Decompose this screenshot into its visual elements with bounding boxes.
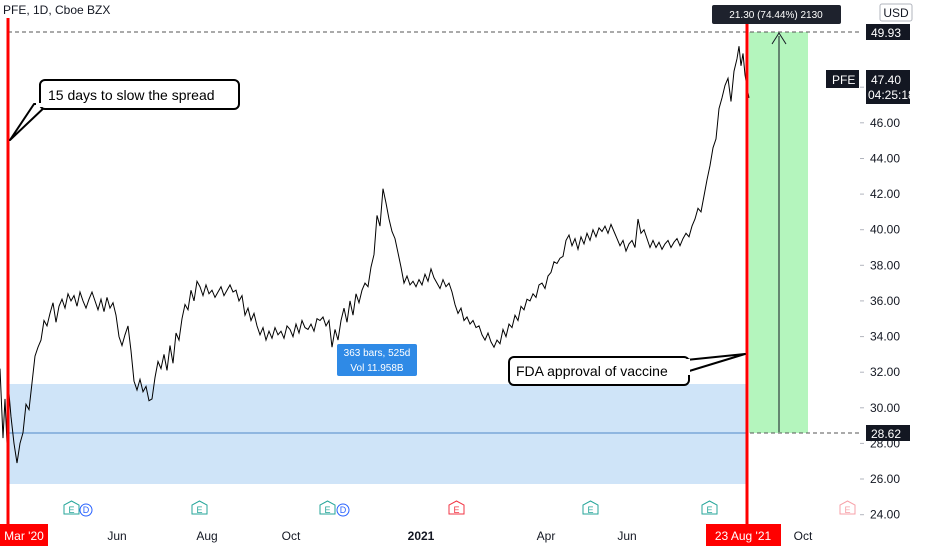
x-label-jun-2020: Jun bbox=[107, 529, 126, 543]
event-badge-shape bbox=[582, 500, 599, 515]
y-tick-label: 44.00 bbox=[870, 152, 900, 166]
event-badge-letter: E bbox=[706, 505, 712, 515]
change-tooltip-text: 21.30 (74.44%) 2130 bbox=[729, 10, 823, 21]
last-symbol-bg bbox=[826, 70, 859, 88]
event-badge-letter: E bbox=[587, 505, 593, 515]
event-badge-dividend[interactable]: D bbox=[79, 503, 93, 517]
event-badge-letter: E bbox=[844, 505, 850, 515]
callout-15-days[interactable]: 15 days to slow the spread bbox=[9, 79, 240, 141]
x-label-oct-2020: Oct bbox=[282, 529, 301, 543]
event-badge-earnings[interactable]: E bbox=[319, 500, 336, 515]
y-tick-label: 40.00 bbox=[870, 223, 900, 237]
currency-label: USD bbox=[883, 6, 909, 20]
high-price-tag-bg bbox=[866, 24, 910, 40]
y-tick-label: 30.00 bbox=[870, 401, 900, 415]
high-price-tag-text: 49.93 bbox=[871, 26, 901, 40]
symbol-header: PFE, 1D, Cboe BZX bbox=[3, 3, 110, 17]
x-label-2021: 2021 bbox=[408, 529, 435, 543]
callout-15-days-mask bbox=[36, 103, 52, 107]
x-label-start: Mar '20 bbox=[4, 529, 44, 543]
last-symbol-text: PFE bbox=[832, 73, 855, 87]
y-tick-label: 26.00 bbox=[870, 472, 900, 486]
callout-fda-mask bbox=[684, 359, 690, 375]
x-label-start-bg bbox=[0, 524, 48, 546]
event-badge-letter: D bbox=[340, 505, 347, 515]
last-price-tag: PFE 47.40 04:25:18 bbox=[826, 70, 915, 104]
low-price-tag-bg bbox=[866, 425, 910, 441]
measure-arrow-head bbox=[771, 32, 787, 45]
callout-fda[interactable]: FDA approval of vaccine bbox=[508, 353, 746, 386]
y-tick-label: 42.00 bbox=[870, 187, 900, 201]
callout-15-days-box bbox=[39, 79, 240, 110]
x-label-jun-2021: Jun bbox=[617, 529, 636, 543]
y-tick-label: 38.00 bbox=[870, 258, 900, 272]
event-badge-letter: E bbox=[68, 505, 74, 515]
event-badge-earnings[interactable]: E bbox=[63, 500, 80, 515]
x-label-aug: Aug bbox=[196, 529, 217, 543]
countdown-text: 04:25:18 bbox=[868, 88, 915, 102]
event-badge-earnings[interactable]: E bbox=[582, 500, 599, 515]
change-tooltip-bg bbox=[712, 5, 841, 24]
measure-info-box: 363 bars, 525d Vol 11.958B bbox=[337, 344, 417, 376]
change-tooltip: 21.30 (74.44%) 2130 bbox=[712, 5, 841, 24]
event-badge-shape bbox=[839, 500, 856, 515]
event-badge-earnings-upcoming[interactable]: E bbox=[839, 500, 856, 515]
callout-fda-text: FDA approval of vaccine bbox=[516, 363, 668, 379]
event-badge-earnings[interactable]: E bbox=[701, 500, 718, 515]
event-badge-earnings-future[interactable]: E bbox=[448, 500, 465, 515]
price-series-line bbox=[0, 46, 750, 464]
event-badge-letter: E bbox=[324, 505, 330, 515]
last-price-bg bbox=[866, 70, 910, 104]
event-badge-earnings[interactable]: E bbox=[191, 500, 208, 515]
event-badge-shape bbox=[191, 500, 208, 515]
low-price-tag: 28.62 bbox=[866, 425, 910, 441]
currency-box bbox=[879, 3, 913, 22]
measure-info-bg bbox=[337, 344, 417, 376]
event-badge-letter: E bbox=[453, 505, 459, 515]
event-badge-shape bbox=[336, 503, 350, 517]
y-tick-label: 24.00 bbox=[870, 508, 900, 522]
y-tick-label: 32.00 bbox=[870, 365, 900, 379]
callout-15-days-text: 15 days to slow the spread bbox=[48, 87, 215, 103]
measure-info-line2: Vol 11.958B bbox=[350, 363, 404, 374]
event-badge-dividend[interactable]: D bbox=[336, 503, 350, 517]
high-price-tag: 49.93 bbox=[866, 24, 910, 40]
event-badge-letter: E bbox=[196, 505, 202, 515]
event-badge-shape bbox=[701, 500, 718, 515]
y-tick-label: 46.00 bbox=[870, 116, 900, 130]
event-badge-shape bbox=[448, 500, 465, 515]
low-price-tag-text: 28.62 bbox=[871, 427, 901, 441]
event-badges[interactable]: E D E E D E E E bbox=[63, 500, 856, 517]
measure-info-line1: 363 bars, 525d bbox=[344, 348, 411, 359]
event-badge-shape bbox=[319, 500, 336, 515]
time-axis[interactable]: Mar '20 Jun Aug Oct 2021 Apr Jun 23 Aug … bbox=[0, 524, 813, 546]
x-label-end-bg bbox=[706, 524, 781, 546]
y-tick-label: 34.00 bbox=[870, 330, 900, 344]
blue-range-box bbox=[8, 384, 747, 484]
last-price-text: 47.40 bbox=[871, 73, 901, 87]
x-label-oct-2021: Oct bbox=[794, 529, 813, 543]
event-badge-shape bbox=[63, 500, 80, 515]
x-label-end: 23 Aug '21 bbox=[715, 529, 772, 543]
x-label-apr: Apr bbox=[537, 529, 556, 543]
event-badge-letter: D bbox=[83, 505, 90, 515]
event-badge-shape bbox=[79, 503, 93, 517]
y-tick-label: 36.00 bbox=[870, 294, 900, 308]
currency-selector[interactable]: USD bbox=[879, 3, 913, 22]
